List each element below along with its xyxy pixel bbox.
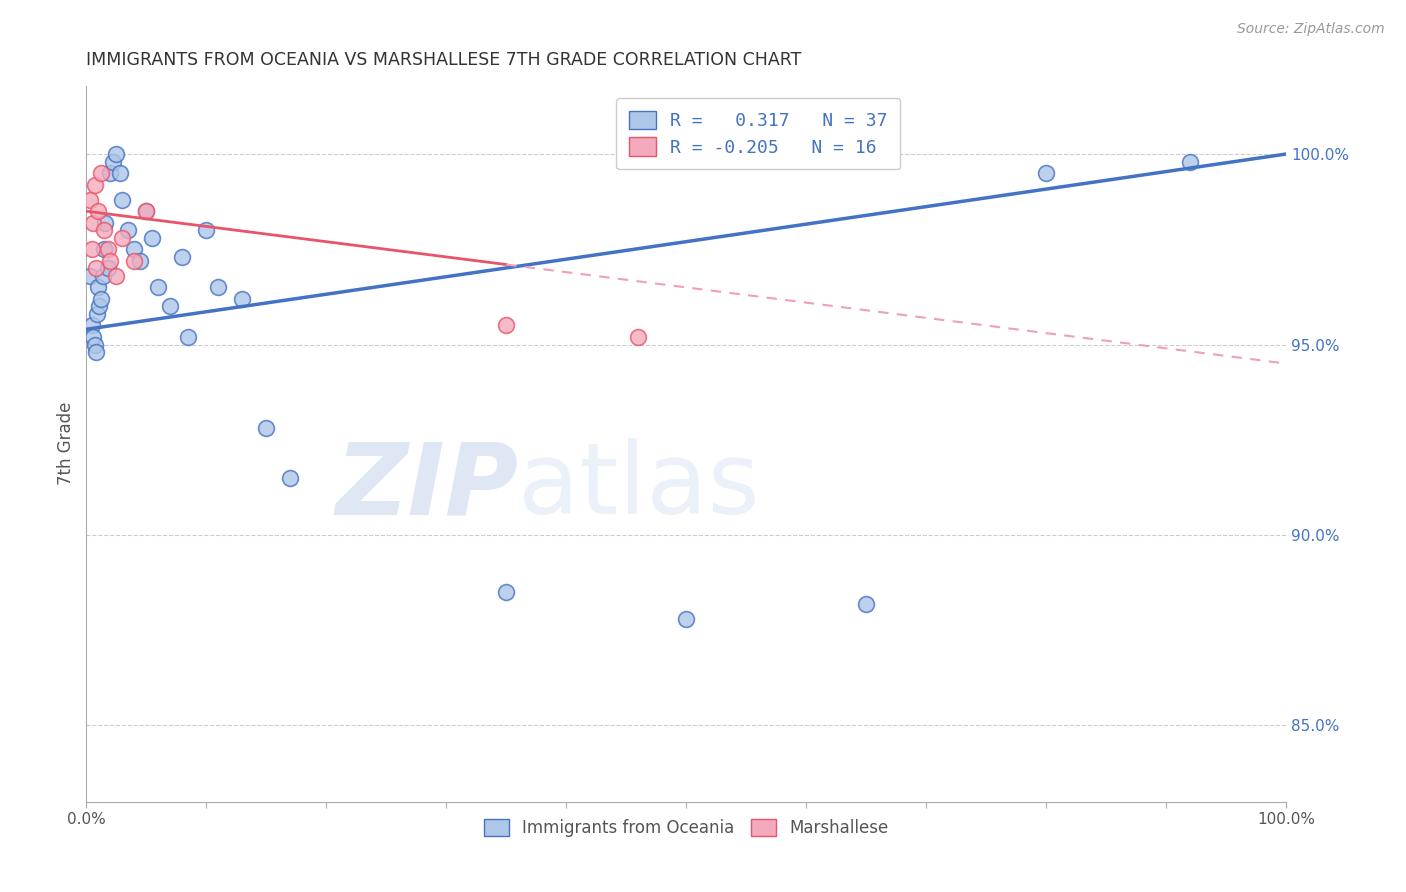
Point [89,300,111,314]
Text: atlas: atlas [519,438,759,535]
Point [855,597,877,611]
Point [79,268,101,283]
Point [87,280,110,294]
Text: IMMIGRANTS FROM OCEANIA VS MARSHALLESE 7TH GRADE CORRELATION CHART: IMMIGRANTS FROM OCEANIA VS MARSHALLESE 7… [86,51,801,69]
Point [254,421,277,435]
Point [148,280,170,294]
Point [86,307,108,321]
Point [83,178,105,192]
Point [94,216,117,230]
Point [117,223,139,237]
Point [141,231,163,245]
Point [84,345,107,359]
Point [108,166,131,180]
Point [82,242,104,256]
Point [495,318,517,333]
Point [627,330,650,344]
Point [105,147,128,161]
Point [1178,154,1201,169]
Point [495,585,517,599]
Point [82,216,104,230]
Point [97,261,120,276]
Point [105,268,128,283]
Point [172,250,194,264]
Point [98,166,121,180]
Point [98,253,121,268]
Point [159,300,181,314]
Point [84,261,107,276]
Point [675,612,697,626]
Point [111,193,134,207]
Point [91,268,114,283]
Point [135,204,157,219]
Point [93,242,115,256]
Text: ZIP: ZIP [335,438,519,535]
Point [97,242,120,256]
Point [82,330,104,344]
Point [101,154,124,169]
Point [1035,166,1057,180]
Legend: Immigrants from Oceania, Marshallese: Immigrants from Oceania, Marshallese [477,812,896,843]
Point [231,292,253,306]
Point [177,330,200,344]
Point [135,204,157,219]
Point [82,318,104,333]
Point [129,253,152,268]
Point [79,193,101,207]
Point [87,204,110,219]
Text: Source: ZipAtlas.com: Source: ZipAtlas.com [1237,22,1385,37]
Point [90,292,112,306]
Point [278,471,301,485]
Point [207,280,229,294]
Point [93,223,115,237]
Point [111,231,134,245]
Point [195,223,218,237]
Point [124,253,146,268]
Point [83,337,105,351]
Point [124,242,146,256]
Point [90,166,112,180]
Y-axis label: 7th Grade: 7th Grade [58,402,75,485]
